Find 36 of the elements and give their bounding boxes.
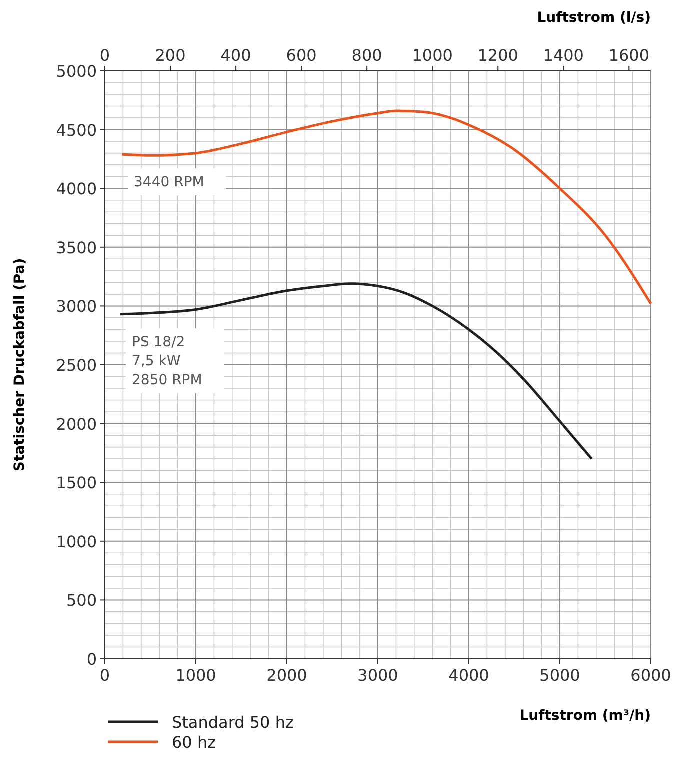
x2-tick-label: 200 bbox=[155, 46, 186, 65]
x-axis-title: Luftstrom (m³/h) bbox=[520, 708, 651, 724]
y-tick-label: 500 bbox=[66, 591, 97, 610]
x-tick-label: 1000 bbox=[176, 666, 216, 685]
line-series bbox=[120, 110, 652, 306]
annotation: PS 18/2 7,5 kW 2850 RPM bbox=[132, 334, 202, 388]
y-axis-title: Statischer Druckabfall (Pa) bbox=[12, 258, 28, 472]
legend-label: 60 hz bbox=[172, 733, 216, 752]
x2-tick-label: 0 bbox=[100, 46, 110, 65]
y-tick-label: 2000 bbox=[56, 414, 97, 434]
y-tick-label: 3000 bbox=[56, 297, 97, 316]
x-tick-label: 3000 bbox=[358, 666, 398, 685]
x-tick-label: 4000 bbox=[448, 666, 490, 685]
y-tick-label: 3500 bbox=[56, 238, 97, 258]
legend-label: Standard 50 hz bbox=[172, 713, 294, 732]
x-tick-label: 2000 bbox=[266, 666, 308, 685]
x2-tick-label: 800 bbox=[352, 46, 382, 65]
x2-tick-label: 1000 bbox=[412, 46, 453, 65]
y-tick-label: 2500 bbox=[56, 356, 97, 375]
x2-tick-label: 400 bbox=[220, 46, 252, 65]
x2-tick-label: 600 bbox=[286, 46, 317, 65]
x2-tick-label: 1600 bbox=[608, 46, 650, 65]
y-tick-label: 0 bbox=[86, 650, 97, 669]
x2-tick-label: 1400 bbox=[543, 46, 584, 65]
x-tick-label: 5000 bbox=[540, 666, 580, 685]
y-tick-label: 1500 bbox=[56, 474, 97, 493]
x-tick-label: 6000 bbox=[630, 666, 672, 685]
x-tick-label: 0 bbox=[100, 666, 110, 685]
x2-axis-title: Luftstrom (l/s) bbox=[537, 10, 651, 26]
line-series bbox=[118, 282, 594, 460]
annotation: 3440 RPM bbox=[134, 174, 204, 190]
x2-tick-label: 1200 bbox=[478, 46, 518, 65]
y-tick-label: 5000 bbox=[56, 62, 97, 81]
y-tick-label: 4000 bbox=[56, 180, 97, 199]
y-tick-label: 1000 bbox=[56, 532, 97, 552]
y-tick-label: 4500 bbox=[56, 120, 97, 140]
